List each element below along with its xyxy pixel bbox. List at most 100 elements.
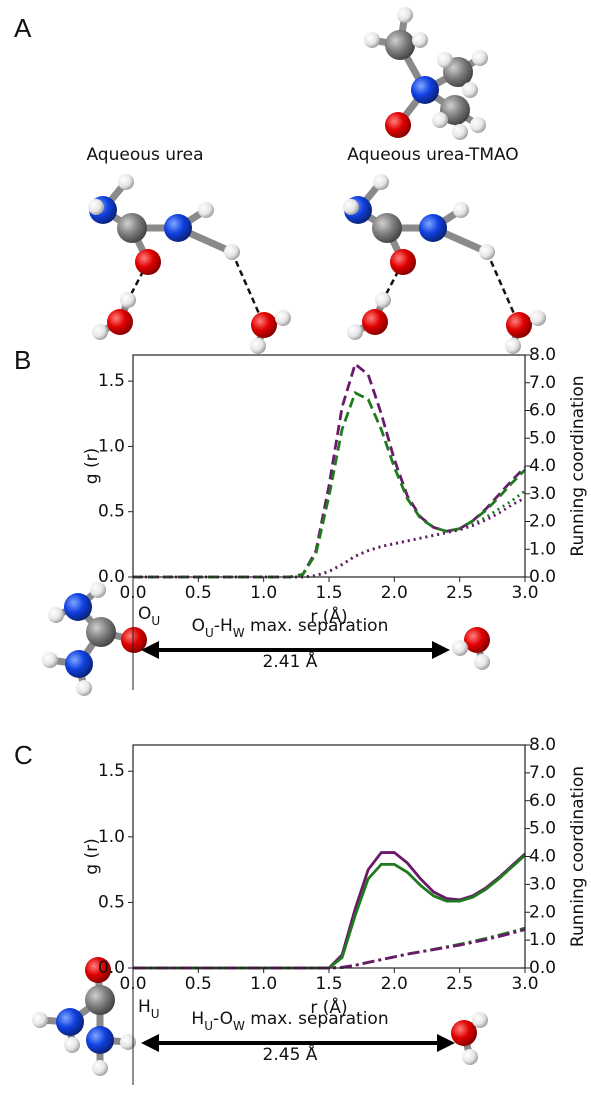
panel-title: Aqueous urea-TMAO <box>347 145 518 165</box>
y2-tick-label: 8.0 <box>529 735 556 755</box>
atom <box>373 174 389 190</box>
annotation-text: HU-OW max. separation <box>191 1009 388 1033</box>
x-axis-label: r (Å) <box>310 996 347 1018</box>
y2-tick-label: 3.0 <box>529 874 556 894</box>
arrow-head <box>432 641 450 659</box>
atom <box>90 582 106 598</box>
atom <box>385 30 415 60</box>
y2-axis-label: Running coordination <box>568 375 588 556</box>
annotation-text: OU-HW max. separation <box>192 616 389 640</box>
atom <box>135 249 161 275</box>
text-part: H <box>191 1009 204 1029</box>
text-part: O <box>192 616 205 636</box>
subscript: W <box>233 1019 245 1033</box>
atom <box>117 213 147 243</box>
y2-tick-label: 5.0 <box>529 819 556 839</box>
atom <box>474 654 490 670</box>
series-line <box>133 489 526 579</box>
atom <box>32 1012 48 1028</box>
atom <box>470 117 486 133</box>
y-tick-label: 0.5 <box>98 502 125 522</box>
atom <box>343 199 359 215</box>
atom <box>452 640 468 656</box>
atom <box>42 652 58 668</box>
series-line <box>133 496 526 579</box>
y2-tick-label: 3.0 <box>529 484 556 504</box>
y-tick-label: 0.0 <box>98 567 125 587</box>
arrow-head <box>437 1034 455 1052</box>
x-tick-label: 2.0 <box>381 974 408 994</box>
atom <box>506 312 532 338</box>
x-tick-label: 1.0 <box>250 583 277 603</box>
atom <box>118 174 134 190</box>
y-axis-label: g (r) <box>82 448 102 484</box>
subscript: U <box>151 614 160 628</box>
atom <box>453 202 469 218</box>
y2-tick-label: 4.0 <box>529 847 556 867</box>
atom <box>85 985 115 1015</box>
atom <box>65 650 93 678</box>
atom <box>48 607 64 623</box>
x-tick-label: 0.5 <box>185 583 212 603</box>
distance-label: 2.45 Å <box>263 1043 318 1065</box>
y2-tick-label: 4.0 <box>529 456 556 476</box>
subscript: W <box>233 626 245 640</box>
atom <box>347 324 363 340</box>
atom <box>411 76 439 104</box>
panel-label: A <box>14 13 32 43</box>
panel-label: C <box>14 740 33 770</box>
subscript: U <box>204 1019 213 1033</box>
y2-tick-label: 6.0 <box>529 791 556 811</box>
text-part: -O <box>213 1009 233 1029</box>
y2-tick-label: 0.0 <box>529 567 556 587</box>
atom <box>375 292 391 308</box>
text-part: H <box>138 997 151 1017</box>
atom <box>120 292 136 308</box>
atom <box>120 1034 136 1050</box>
atom <box>462 82 478 98</box>
atom <box>92 1060 108 1076</box>
x-axis-label: r (Å) <box>310 605 347 627</box>
panel-label: B <box>14 345 31 375</box>
text-part: max. separation <box>245 616 389 636</box>
atom <box>397 7 413 23</box>
arrow-head <box>141 1034 159 1052</box>
x-tick-label: 1.5 <box>315 583 342 603</box>
atom <box>224 244 240 260</box>
atom <box>275 310 291 326</box>
series-line <box>133 361 526 579</box>
atom <box>385 112 411 138</box>
atom <box>92 324 108 340</box>
atom <box>464 627 490 653</box>
y2-tick-label: 7.0 <box>529 373 556 393</box>
y-tick-label: 1.5 <box>98 761 125 781</box>
y2-tick-label: 2.0 <box>529 512 556 532</box>
atom <box>419 214 447 242</box>
text-part: O <box>138 604 151 624</box>
annotation-text: OU <box>138 604 160 628</box>
x-tick-label: 3.0 <box>511 974 538 994</box>
atom <box>88 199 104 215</box>
atom <box>76 680 92 696</box>
atom <box>64 593 92 621</box>
panel-title: Aqueous urea <box>86 145 203 165</box>
atom <box>107 309 133 335</box>
atom <box>505 338 521 354</box>
subscript: U <box>205 626 214 640</box>
atom <box>85 957 111 983</box>
y2-tick-label: 8.0 <box>529 345 556 365</box>
atom <box>372 213 402 243</box>
y-tick-label: 1.0 <box>98 436 125 456</box>
atom <box>364 32 380 48</box>
x-tick-label: 0.5 <box>185 974 212 994</box>
x-tick-label: 1.5 <box>315 974 342 994</box>
y2-tick-label: 2.0 <box>529 902 556 922</box>
series-line <box>133 854 526 970</box>
plot-frame <box>132 744 526 969</box>
atom <box>462 1049 478 1065</box>
y-tick-label: 1.5 <box>98 371 125 391</box>
subscript: U <box>151 1007 160 1021</box>
atom <box>412 32 428 48</box>
